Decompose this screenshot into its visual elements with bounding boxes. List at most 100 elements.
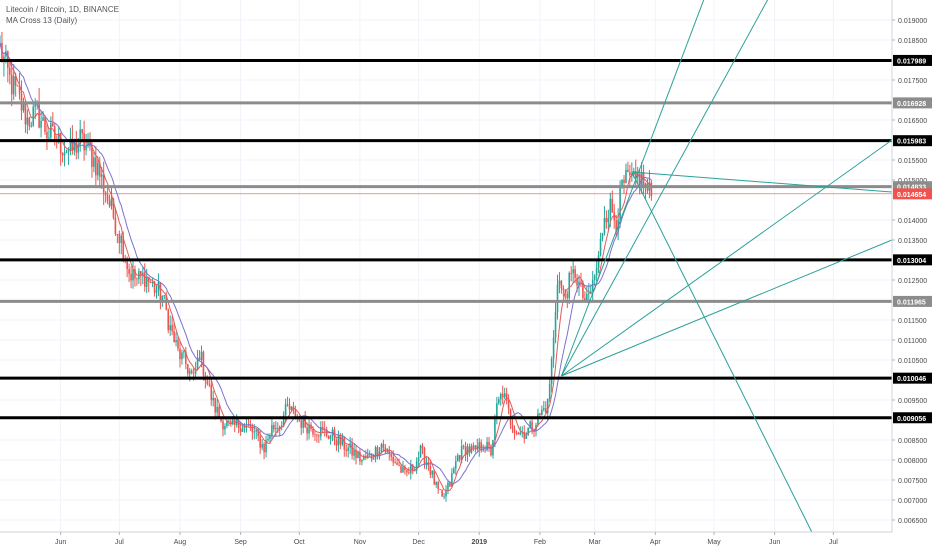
candle-body [462,445,465,447]
x-tick-label: May [707,539,721,546]
y-tick-label: 0.010500 [898,358,927,365]
candle-body [192,372,195,374]
candle-body [494,416,496,441]
x-tick-label: Sep [234,539,247,546]
candle-body [541,409,543,416]
candle-body [595,267,598,276]
candle-body [112,198,115,218]
candle-body [472,445,475,448]
candle-body [351,443,353,456]
candle-body [316,434,318,436]
candle-body [550,358,553,384]
y-tick-label: 0.018500 [898,38,927,45]
x-tick-label: Jun [55,539,66,546]
candle-body [390,454,393,457]
candle-body [327,435,330,439]
candle-body [613,212,616,221]
price-tag-label: 0.015983 [897,139,926,146]
candle-body [12,76,15,95]
symbol-title: Litecoin / Bitcoin, 1D, BINANCE [6,5,119,14]
candle-body [441,489,443,497]
trend-line [631,171,892,193]
candle-body [24,101,27,125]
candle-body [558,280,561,285]
candle-body [288,404,291,410]
candle-body [574,269,576,279]
candle-body [544,408,547,414]
candle-body [77,144,80,153]
candle-body [554,311,557,338]
candle-body [167,309,170,331]
candle-body [619,186,621,220]
price-tag [893,412,932,424]
candle-body [241,428,244,432]
candle-body [155,290,158,293]
x-tick-label: Nov [354,539,367,546]
candle-body [388,450,391,455]
candle-body [437,482,439,490]
candle-body [122,235,125,260]
candle-body [345,449,348,451]
candle-body [603,218,606,234]
candle-body [269,435,271,439]
candle-body [171,325,173,332]
candle-body [415,461,418,471]
candle-body [529,421,531,429]
candle-body [30,125,33,127]
y-tick-label: 0.007500 [898,478,927,485]
candle-body [95,157,97,176]
candle-body [210,384,213,401]
candle-body [411,464,414,472]
candle-body [543,408,545,410]
trend-lines [560,0,892,532]
candle-body [53,126,56,142]
candle-body [634,171,637,178]
candle-body [321,426,324,429]
candle-body [368,454,371,455]
candle-body [650,182,653,196]
candle-body [439,489,441,490]
candle-body [339,434,342,445]
candle-body [474,445,477,448]
y-tick-label: 0.009500 [898,398,927,405]
candle-body [599,238,602,256]
candle-body [431,470,434,475]
candle-body [503,393,506,398]
candle-body [312,428,314,435]
x-tick-label: Apr [650,539,662,546]
candle-body [329,435,332,439]
candle-body [136,278,138,280]
candle-body [623,179,625,184]
x-tick-label: Oct [294,539,305,546]
candle-body [198,357,201,360]
candle-body [456,455,459,462]
candle-body [106,195,109,201]
candle-body [359,452,361,462]
candle-body [286,404,289,406]
candle-body [186,364,189,374]
candle-body [421,445,424,449]
candle-body [52,123,54,127]
candle-body [276,427,279,430]
candle-body [468,446,471,453]
trend-line [560,0,705,377]
candle-body [255,429,258,432]
candle-body [231,419,234,424]
candle-body [445,489,447,497]
candle-body [372,458,375,460]
candle-body [181,352,183,360]
candle-body [26,117,29,125]
candle-body [325,429,328,436]
candle-body [314,434,316,436]
candle-body [398,464,400,466]
candle-body [609,198,612,219]
candle-body [3,56,5,61]
x-tick-label: Jun [769,539,780,546]
candle-body [631,173,633,176]
candle-body [257,429,260,437]
candle-body [67,150,70,153]
candle-body [282,415,285,427]
candle-body [102,174,105,193]
